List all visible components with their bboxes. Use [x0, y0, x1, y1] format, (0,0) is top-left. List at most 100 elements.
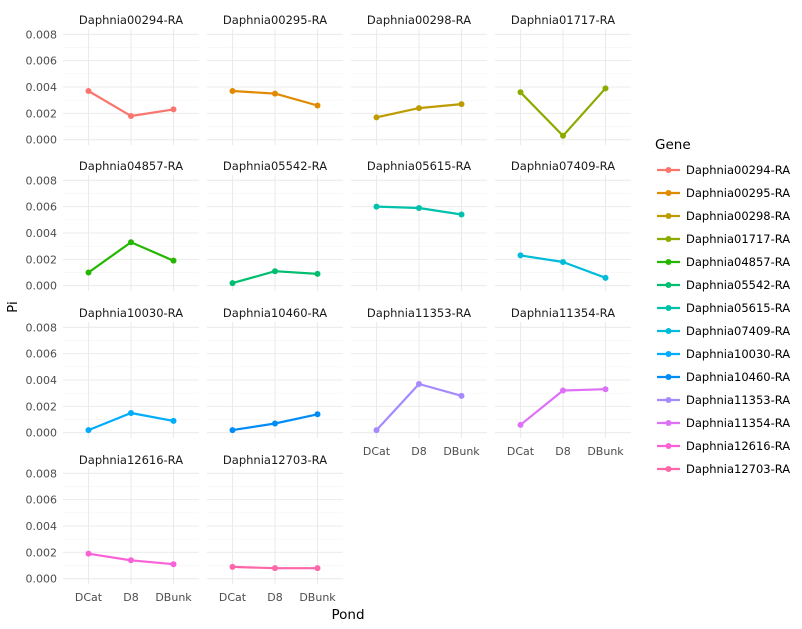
y-tick-label: 0.006	[26, 348, 58, 361]
y-tick-label: 0.008	[26, 174, 58, 187]
facet-strip-label: Daphnia05542-RA	[223, 159, 327, 173]
data-point	[416, 204, 422, 211]
legend-entry: Daphnia11353-RA	[657, 393, 790, 407]
data-point	[517, 89, 524, 96]
data-point	[85, 87, 92, 94]
y-tick-label: 0.002	[26, 546, 58, 559]
facet-panel: Daphnia00294-RA 0.000 0.002 0.004 0.006 0.008	[26, 13, 199, 147]
legend-key-point	[665, 259, 672, 265]
y-tick-label: 0.000	[26, 427, 58, 440]
x-tick-label: D8	[411, 445, 426, 458]
legend-entry: Daphnia10460-RA	[657, 370, 790, 384]
y-tick-label: 0.008	[26, 467, 58, 480]
x-tick-label: DCat	[219, 591, 247, 604]
data-point	[170, 561, 177, 568]
x-tick-label: D8	[267, 591, 282, 604]
data-point	[128, 113, 134, 119]
data-point	[517, 252, 524, 259]
data-point	[85, 427, 92, 434]
legend-entry: Daphnia05542-RA	[657, 278, 790, 292]
legend-key-point	[665, 466, 672, 472]
legend-entry: Daphnia07409-RA	[657, 324, 790, 338]
legend-key-point	[665, 305, 672, 311]
data-point	[416, 105, 422, 112]
y-tick-label: 0.004	[26, 374, 58, 387]
legend-entry: Daphnia04857-RA	[657, 255, 790, 269]
data-point	[314, 411, 321, 418]
data-point	[229, 87, 236, 94]
data-point	[602, 386, 609, 393]
legend-entry: Daphnia12616-RA	[657, 439, 790, 453]
legend-label: Daphnia00298-RA	[686, 209, 790, 223]
legend-entry: Daphnia10030-RA	[657, 347, 790, 361]
facet-panel: Daphnia12703-RA DCat D8 DBunk	[207, 453, 343, 604]
legend-key-point	[665, 190, 672, 196]
y-tick-label: 0.002	[26, 400, 58, 413]
facet-panel: Daphnia00295-RA	[207, 13, 343, 145]
x-tick-label: DBunk	[299, 591, 336, 604]
y-tick-label: 0.006	[26, 201, 58, 214]
data-point	[170, 106, 177, 113]
legend-key-point	[665, 397, 672, 403]
legend-key-point	[665, 374, 672, 380]
data-point	[128, 409, 134, 416]
data-point	[229, 427, 236, 434]
data-point	[416, 380, 422, 387]
legend-label: Daphnia00294-RA	[686, 163, 790, 177]
facet-panel: Daphnia07409-RA	[495, 159, 631, 291]
facet-strip-label: Daphnia07409-RA	[511, 159, 615, 173]
x-tick-label: D8	[555, 445, 570, 458]
legend-label: Daphnia00295-RA	[686, 186, 790, 200]
facet-strip-label: Daphnia01717-RA	[511, 13, 615, 27]
facet-panel: Daphnia05615-RA	[351, 159, 487, 291]
y-axis-title: Pi	[5, 301, 21, 313]
facet-strip-label: Daphnia11353-RA	[367, 306, 471, 320]
legend-entry: Daphnia01717-RA	[657, 232, 790, 246]
data-point	[128, 239, 134, 246]
data-point	[314, 270, 321, 277]
x-tick-label: DCat	[363, 445, 391, 458]
legend-label: Daphnia12703-RA	[686, 462, 790, 476]
facet-panel: Daphnia11354-RA DCat D8 DBunk	[495, 306, 631, 458]
data-point	[85, 269, 92, 276]
data-point	[170, 257, 177, 264]
legend-key-point	[665, 282, 672, 288]
data-point	[373, 203, 380, 210]
data-point	[373, 427, 380, 434]
legend-label: Daphnia10030-RA	[686, 347, 790, 361]
y-tick-label: 0.008	[26, 321, 58, 334]
data-point	[458, 211, 465, 218]
facet-strip-label: Daphnia00294-RA	[79, 13, 183, 27]
y-tick-label: 0.008	[26, 28, 58, 41]
y-tick-label: 0.002	[26, 253, 58, 266]
facet-strip-label: Daphnia10030-RA	[79, 306, 183, 320]
y-tick-label: 0.004	[26, 520, 58, 533]
legend-label: Daphnia05615-RA	[686, 301, 790, 315]
y-tick-label: 0.002	[26, 107, 58, 120]
legend-entry: Daphnia11354-RA	[657, 416, 790, 430]
facet-strip-label: Daphnia00298-RA	[367, 13, 471, 27]
data-point	[272, 90, 278, 97]
data-point	[170, 417, 177, 424]
legend-label: Daphnia07409-RA	[686, 324, 790, 338]
x-tick-label: DBunk	[587, 445, 624, 458]
data-point	[272, 420, 278, 427]
legend-key-point	[665, 236, 672, 242]
data-point	[602, 274, 609, 281]
y-tick-label: 0.000	[26, 573, 58, 586]
y-tick-label: 0.004	[26, 81, 58, 94]
facet-panel: Daphnia04857-RA 0.000 0.002 0.004 0.006 0.008	[26, 159, 199, 293]
x-tick-label: DBunk	[155, 591, 192, 604]
data-point	[272, 268, 278, 275]
data-point	[229, 280, 236, 287]
facet-panel: Daphnia10460-RA	[207, 306, 343, 438]
y-tick-label: 0.006	[26, 55, 58, 68]
x-tick-label: DCat	[75, 591, 103, 604]
x-tick-label: DBunk	[443, 445, 480, 458]
data-point	[272, 565, 278, 572]
legend-label: Daphnia11354-RA	[686, 416, 790, 430]
facet-strip-label: Daphnia11354-RA	[511, 306, 615, 320]
facet-panel: Daphnia11353-RA DCat D8 DBunk	[351, 306, 487, 458]
legend-entry: Daphnia00298-RA	[657, 209, 790, 223]
legend-key-point	[665, 213, 672, 219]
